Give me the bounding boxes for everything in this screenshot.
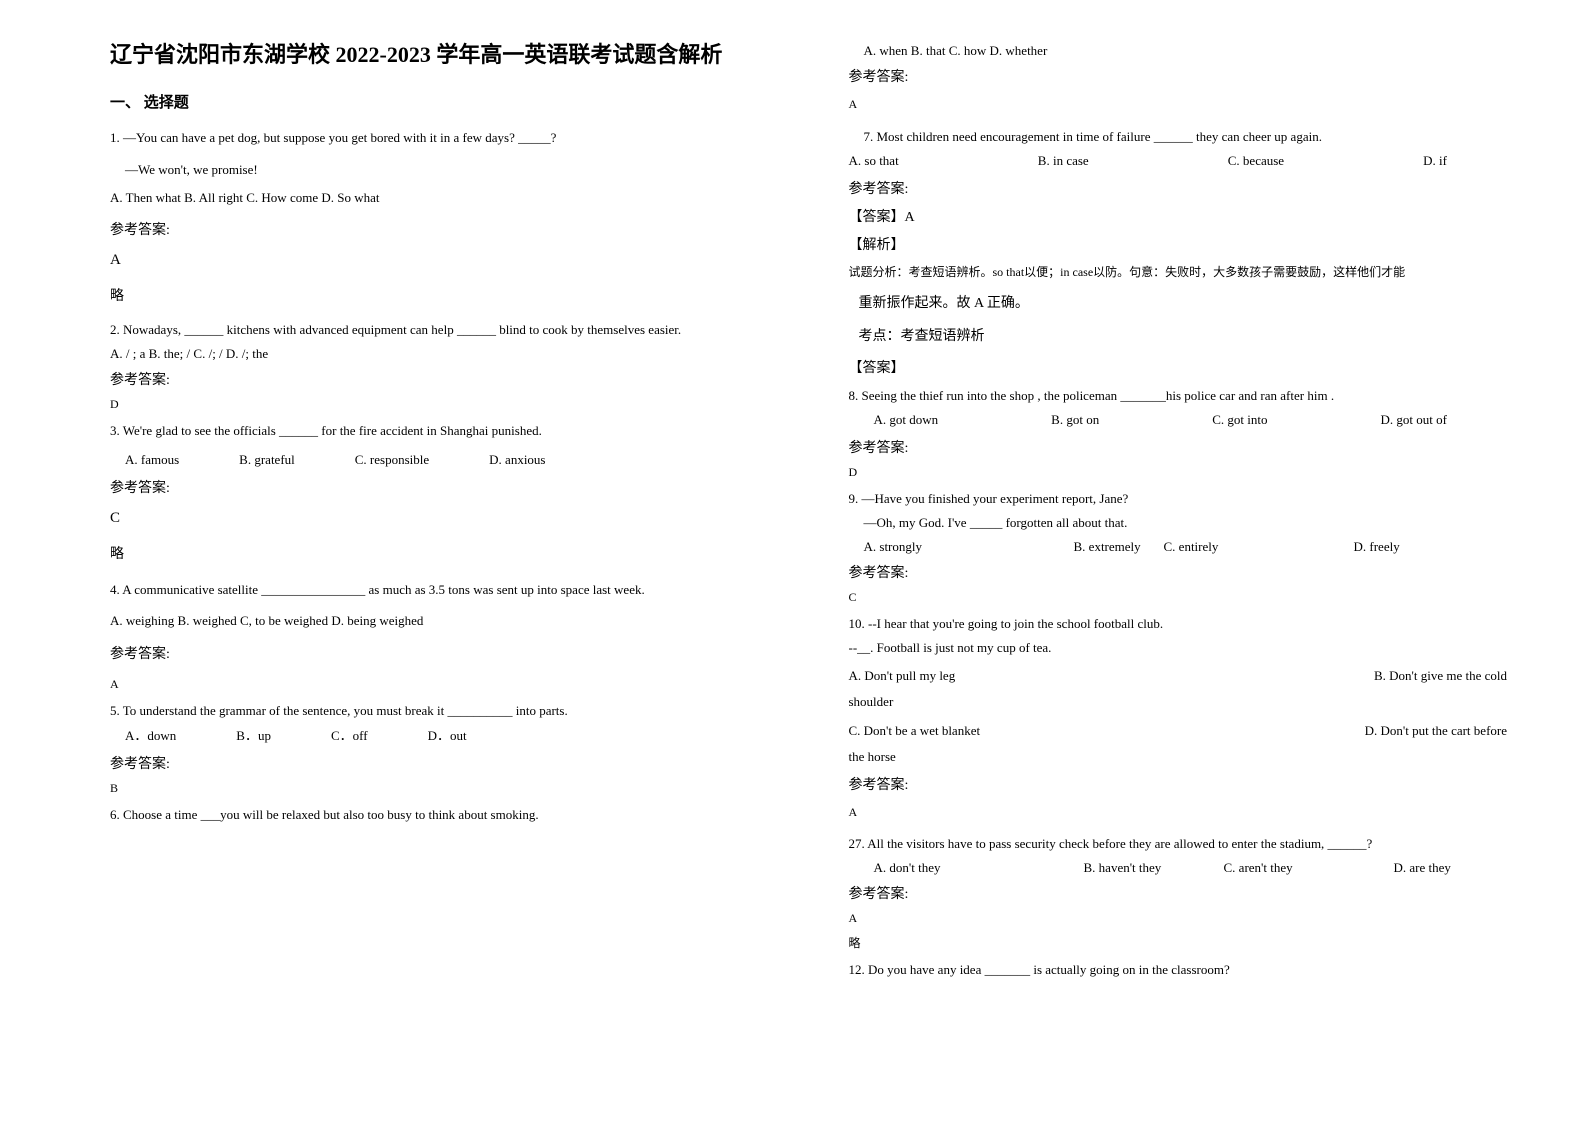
q1-line2: —We won't, we promise! [110, 159, 769, 181]
q3-text: 3. We're glad to see the officials _____… [110, 420, 769, 442]
q7-opts: A. so that B. in case C. because D. if [849, 150, 1508, 172]
answer-label: 参考答案: [110, 477, 769, 497]
q3-a: A. famous [125, 449, 179, 471]
q5-answer: B [110, 781, 769, 796]
q1-note: 略 [110, 284, 769, 309]
q8-b: B. got on [1051, 409, 1099, 431]
q9-line2: —Oh, my God. I've _____ forgotten all ab… [849, 512, 1508, 534]
q9-c: C. entirely [1164, 536, 1354, 558]
q8-opts: A. got down B. got on C. got into D. got… [849, 409, 1508, 431]
q7-exp1: 试题分析：考查短语辨析。so that以便；in case以防。句意：失败时，大… [849, 262, 1508, 284]
q5-b: B．up [236, 725, 271, 747]
q10-b: B. Don't give me the cold [1374, 665, 1507, 687]
q4-opts: A. weighing B. weighed C, to be weighed … [110, 609, 769, 632]
q7-text: 7. Most children need encouragement in t… [849, 126, 1508, 148]
page-title: 辽宁省沈阳市东湖学校 2022-2023 学年高一英语联考试题含解析 [110, 40, 769, 71]
answer-label: 参考答案: [849, 178, 1508, 198]
q3-opts: A. famous B. grateful C. responsible D. … [110, 449, 769, 471]
answer-label: 参考答案: [849, 66, 1508, 86]
q8-d: D. got out of [1381, 409, 1447, 431]
q5-d: D．out [428, 725, 467, 747]
q11-opts: A. don't they B. haven't they C. aren't … [849, 857, 1508, 879]
q10-ab: A. Don't pull my leg B. Don't give me th… [849, 665, 1508, 687]
question-1: 1. —You can have a pet dog, but suppose … [110, 127, 769, 149]
q11-b: B. haven't they [1084, 857, 1224, 879]
q11-a: A. don't they [874, 857, 1084, 879]
q5-a: A．down [125, 725, 176, 747]
q5-c: C．off [331, 725, 368, 747]
q9-answer: C [849, 590, 1508, 605]
q3-b: B. grateful [239, 449, 295, 471]
answer-label: 参考答案: [849, 437, 1508, 457]
q7-d: D. if [1423, 150, 1447, 172]
answer-label: 参考答案: [849, 774, 1508, 794]
q11-answer: A [849, 911, 1508, 926]
q9-a: A. strongly [864, 536, 1074, 558]
q8-text: 8. Seeing the thief run into the shop , … [849, 385, 1508, 407]
q9-line1: 9. —Have you finished your experiment re… [849, 488, 1508, 510]
q8-answer: D [849, 465, 1508, 480]
q4-answer: A [110, 677, 769, 692]
q1-opts: A. Then what B. All right C. How come D.… [110, 187, 769, 209]
q5-opts: A．down B．up C．off D．out [110, 725, 769, 747]
q6-answer: A [849, 94, 1508, 116]
q1-answer: A [110, 247, 769, 274]
q10-a: A. Don't pull my leg [849, 665, 956, 687]
q6-text: 6. Choose a time ___you will be relaxed … [110, 804, 769, 826]
q7-exp2: 重新振作起来。故 A 正确。 [849, 291, 1508, 318]
q7-exp4: 【答案】 [849, 357, 1508, 377]
q2-opts: A. / ; a B. the; / C. /; / D. /; the [110, 343, 769, 365]
answer-label: 参考答案: [110, 219, 769, 239]
q7-exp-head: 【解析】 [849, 234, 1508, 254]
q11-c: C. aren't they [1224, 857, 1394, 879]
q10-dx: the horse [849, 746, 1508, 768]
q3-d: D. anxious [489, 449, 545, 471]
q10-line2: --__. Football is just not my cup of tea… [849, 637, 1508, 659]
q11-text: 27. All the visitors have to pass securi… [849, 833, 1508, 855]
q9-b: B. extremely [1074, 536, 1164, 558]
q10-c: C. Don't be a wet blanket [849, 720, 981, 742]
q3-c: C. responsible [355, 449, 429, 471]
q7-exp3: 考点：考查短语辨析 [849, 324, 1508, 351]
q9-opts: A. strongly B. extremely C. entirely D. … [849, 536, 1508, 558]
answer-label: 参考答案: [849, 883, 1508, 903]
q8-a: A. got down [874, 409, 939, 431]
q4-text: 4. A communicative satellite ___________… [110, 577, 769, 603]
q9-d: D. freely [1354, 536, 1400, 558]
answer-label: 参考答案: [849, 562, 1508, 582]
q10-bx: shoulder [849, 691, 1508, 713]
q11-d: D. are they [1394, 857, 1451, 879]
q10-cd: C. Don't be a wet blanket D. Don't put t… [849, 720, 1508, 742]
section-heading: 一、 选择题 [110, 91, 769, 112]
q7-ans-head: 【答案】A [849, 206, 1508, 226]
q7-c: C. because [1228, 150, 1284, 172]
q10-answer: A [849, 802, 1508, 824]
q3-answer: C [110, 505, 769, 532]
answer-label: 参考答案: [110, 642, 769, 667]
q7-b: B. in case [1038, 150, 1089, 172]
q10-d: D. Don't put the cart before [1365, 720, 1507, 742]
q2-text: 2. Nowadays, ______ kitchens with advanc… [110, 319, 769, 341]
answer-label: 参考答案: [110, 369, 769, 389]
q6-opts: A. when B. that C. how D. whether [849, 40, 1508, 62]
q5-text: 5. To understand the grammar of the sent… [110, 700, 769, 722]
q10-line1: 10. --I hear that you're going to join t… [849, 613, 1508, 635]
q8-c: C. got into [1212, 409, 1267, 431]
q12-text: 12. Do you have any idea _______ is actu… [849, 959, 1508, 981]
answer-label: 参考答案: [110, 753, 769, 773]
q2-answer: D [110, 397, 769, 412]
q3-note: 略 [110, 542, 769, 567]
q1-line1: 1. —You can have a pet dog, but suppose … [110, 127, 769, 149]
q11-note: 略 [849, 934, 1508, 951]
q7-a: A. so that [849, 150, 899, 172]
